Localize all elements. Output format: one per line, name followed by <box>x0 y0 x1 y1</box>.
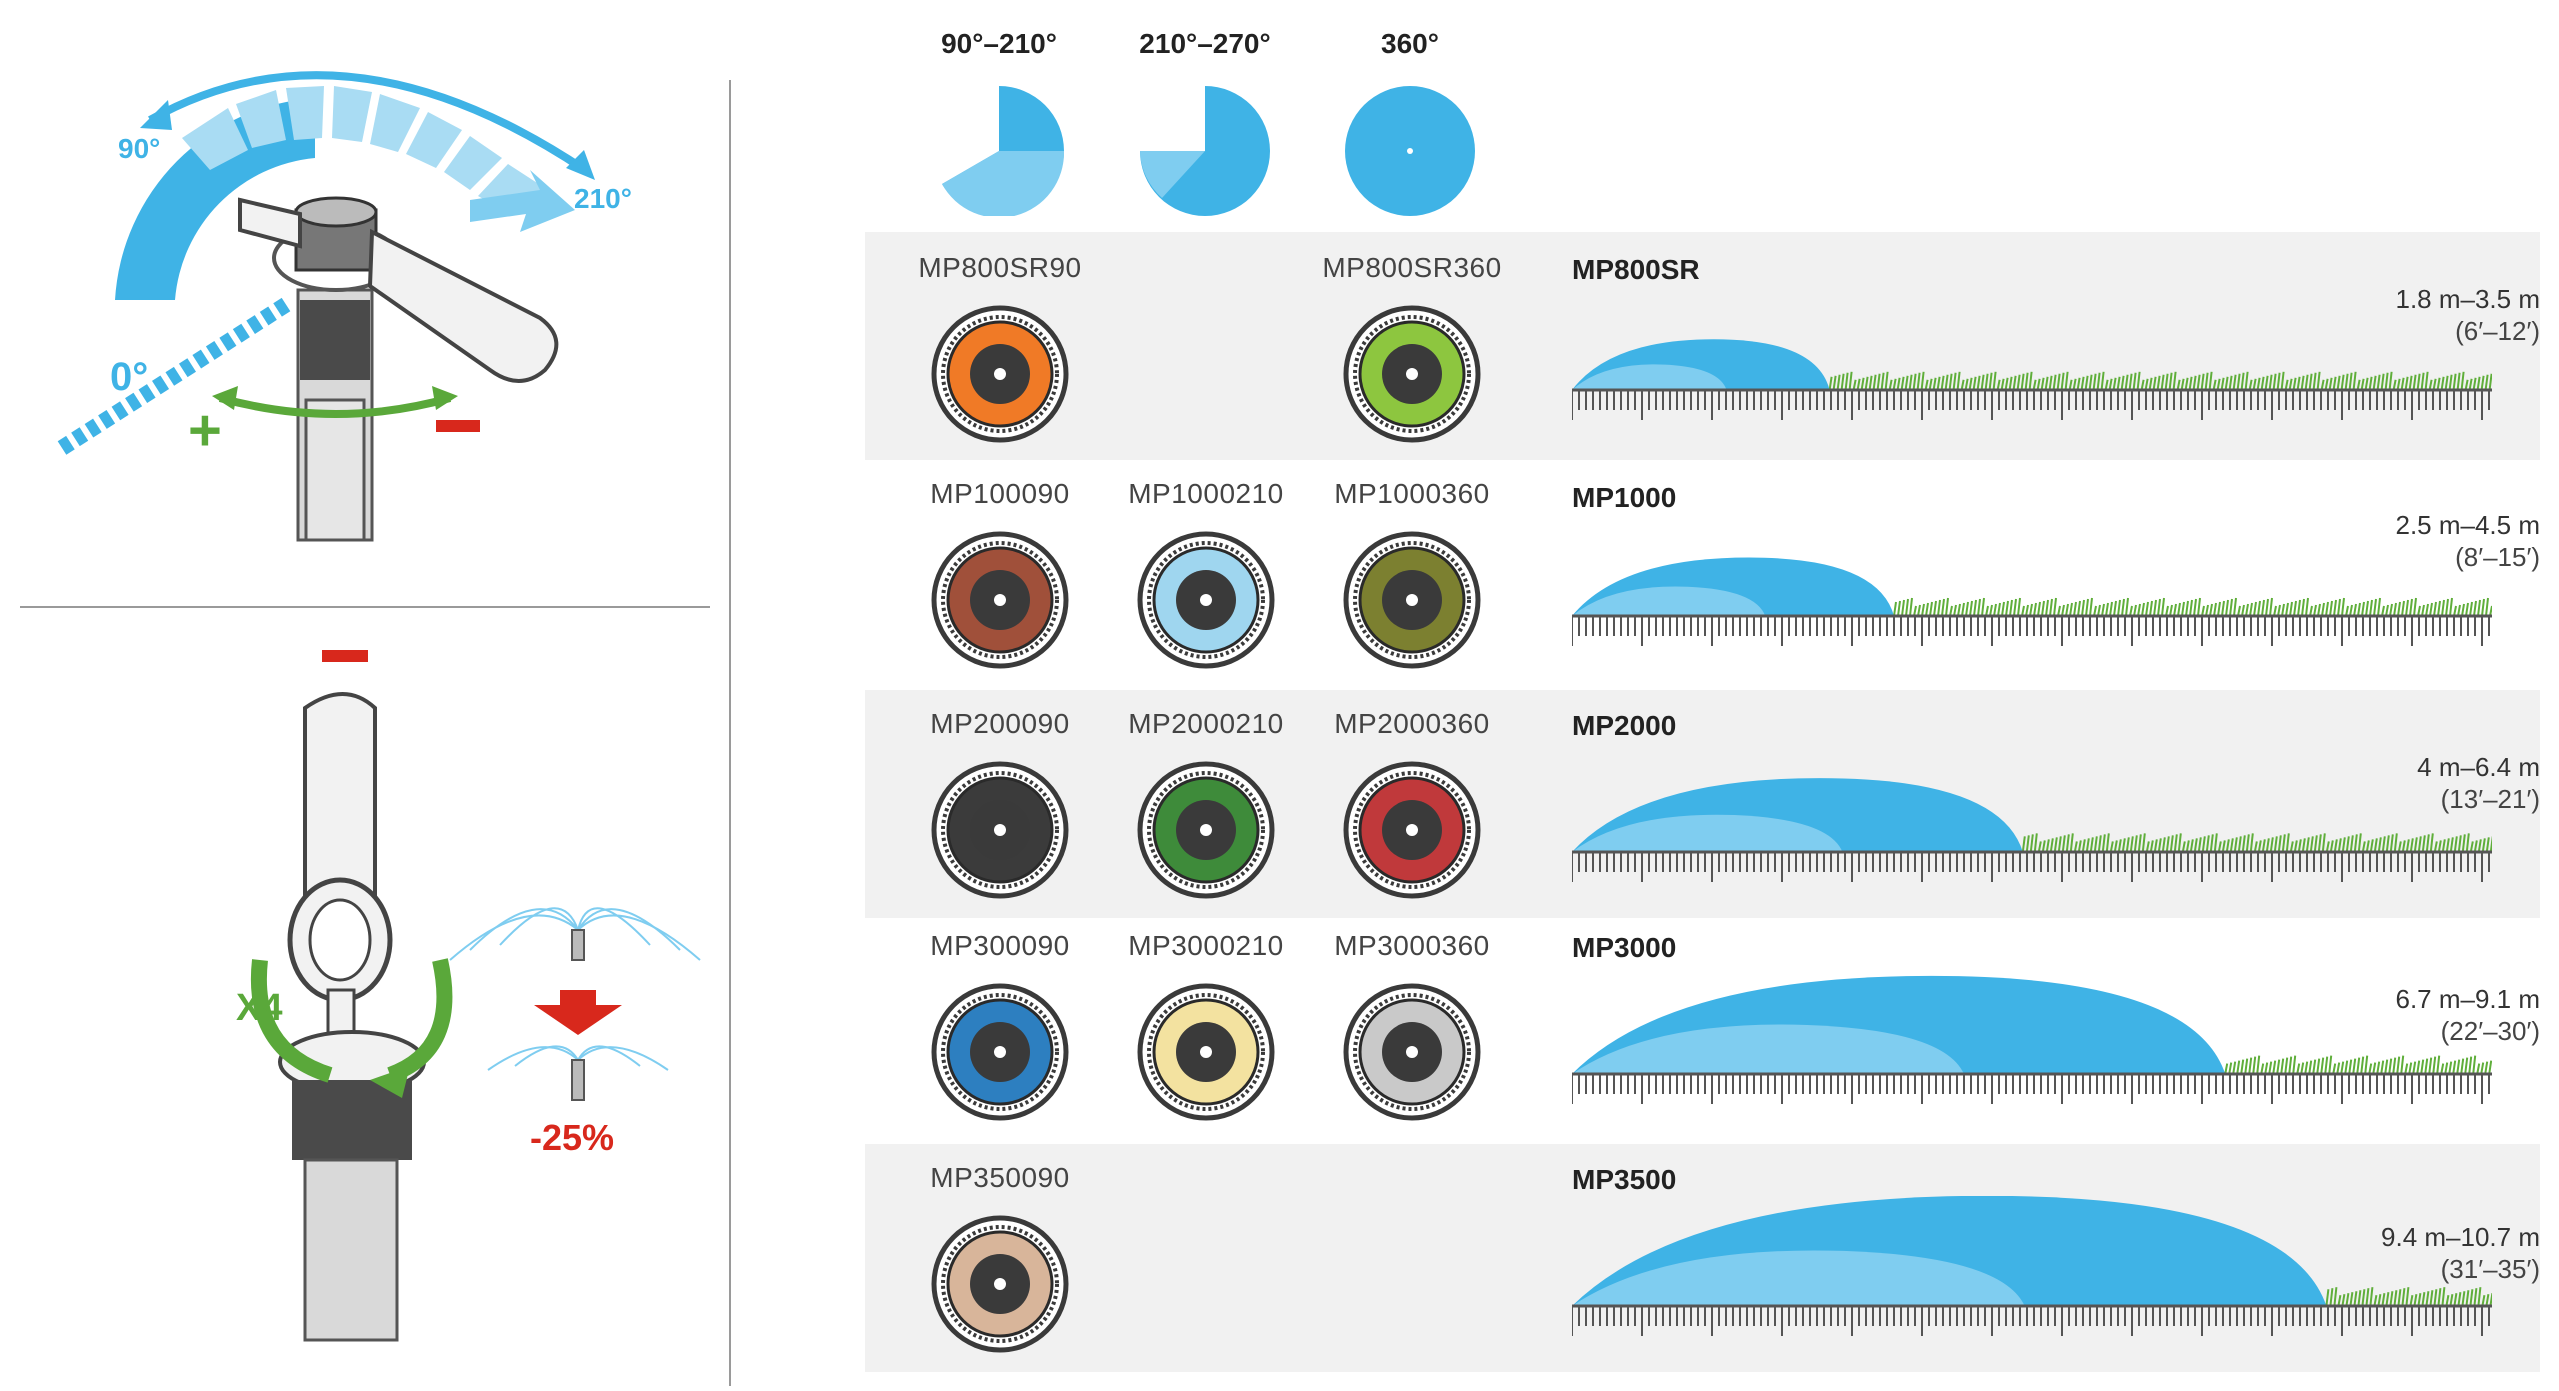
nozzle-icon-mp2000360 <box>1343 761 1481 899</box>
spray-inner <box>1572 1024 1964 1074</box>
nozzle-label: MP200090 <box>930 708 1070 739</box>
nozzle-icon-mp350090 <box>931 1215 1069 1353</box>
arc-210-270-icon <box>1140 86 1270 216</box>
nozzle-icon-mp800sr90 <box>931 305 1069 443</box>
range-meters: 4 m–6.4 m <box>2417 752 2540 782</box>
distance-ruler <box>1572 850 2492 882</box>
range-meters: 6.7 m–9.1 m <box>2395 984 2540 1014</box>
plus-sign: + <box>188 398 222 463</box>
nozzle-icon-mp2000210 <box>1137 761 1275 899</box>
distance-ruler <box>1572 1072 2492 1104</box>
spray-inner <box>1572 1250 2025 1306</box>
nozzle-icon-mp800sr360 <box>1343 305 1481 443</box>
arc-header-90-210: 90°–210° <box>941 28 1057 59</box>
nozzle-icon-mp200090 <box>931 761 1069 899</box>
arc-adjust-graphic <box>57 71 595 542</box>
series-name: MP800SR <box>1572 254 1700 285</box>
minus-sign-top <box>436 420 480 432</box>
grass <box>1828 371 2492 391</box>
nozzle-label: MP1000210 <box>1128 478 1284 509</box>
adjustment-illustration: 90° 210° 0° + <box>0 0 730 1386</box>
series-name: MP3000 <box>1572 932 1677 963</box>
horizontal-divider <box>20 606 710 608</box>
arc-header-360: 360° <box>1381 28 1439 59</box>
spray-inner <box>1572 364 1727 390</box>
throw-profile-mp2000 <box>1572 778 2492 882</box>
series-name: MP3500 <box>1572 1164 1677 1195</box>
distance-ruler <box>1572 1304 2492 1336</box>
arc-header-210-270: 210°–270° <box>1139 28 1271 59</box>
vertical-divider <box>729 80 731 1386</box>
nozzle-label: MP350090 <box>930 1162 1070 1193</box>
nozzle-label: MP300090 <box>930 930 1070 961</box>
nozzle-label: MP100090 <box>930 478 1070 509</box>
range-feet: (13′–21′) <box>2440 784 2540 814</box>
radius-reduction-graphic <box>250 650 701 1342</box>
range-feet: (31′–35′) <box>2440 1254 2540 1284</box>
nozzle-icon-mp3000360 <box>1343 983 1481 1121</box>
grass <box>2325 1287 2492 1307</box>
reduction-label: -25% <box>530 1117 614 1158</box>
nozzle-icon-mp100090 <box>931 531 1069 669</box>
angle-210-label: 210° <box>574 183 632 214</box>
distance-ruler <box>1572 614 2492 646</box>
nozzle-icon-mp3000210 <box>1137 983 1275 1121</box>
range-feet: (22′–30′) <box>2440 1016 2540 1046</box>
range-feet: (8′–15′) <box>2455 542 2540 572</box>
nozzle-label: MP800SR90 <box>918 252 1082 283</box>
nozzle-label: MP1000360 <box>1334 478 1490 509</box>
distance-ruler <box>1572 388 2492 420</box>
series-name: MP2000 <box>1572 710 1677 741</box>
range-meters: 2.5 m–4.5 m <box>2395 510 2540 540</box>
throw-profile-mp800sr <box>1572 339 2492 420</box>
throw-profile-mp3500 <box>1572 1196 2492 1336</box>
throw-profile-mp3000 <box>1572 975 2492 1104</box>
angle-90-label: 90° <box>118 133 160 164</box>
nozzle-label: MP2000360 <box>1334 708 1490 739</box>
throw-profile-mp1000 <box>1572 557 2492 646</box>
nozzle-icon-mp1000210 <box>1137 531 1275 669</box>
spray-inner <box>1572 814 1843 852</box>
arc-360-icon <box>1345 86 1475 216</box>
range-feet: (6′–12′) <box>2455 316 2540 346</box>
grass <box>2021 833 2492 853</box>
grass <box>1893 597 2492 617</box>
spray-inner <box>1572 586 1766 616</box>
rotator-adjustment-diagram: 90° 210° 0° + <box>57 71 701 1342</box>
angle-0-label: 0° <box>110 355 148 399</box>
nozzle-label: MP3000360 <box>1334 930 1490 961</box>
nozzle-label: MP3000210 <box>1128 930 1284 961</box>
nozzle-label: MP800SR360 <box>1322 252 1502 283</box>
arc-90-210-icon <box>942 86 1064 216</box>
turns-label: X4 <box>236 987 282 1029</box>
range-meters: 9.4 m–10.7 m <box>2381 1222 2540 1252</box>
series-name: MP1000 <box>1572 482 1677 513</box>
nozzle-icon-mp300090 <box>931 983 1069 1121</box>
nozzle-label: MP2000210 <box>1128 708 1284 739</box>
grass <box>2224 1055 2492 1075</box>
range-meters: 1.8 m–3.5 m <box>2395 284 2540 314</box>
nozzle-icon-mp1000360 <box>1343 531 1481 669</box>
